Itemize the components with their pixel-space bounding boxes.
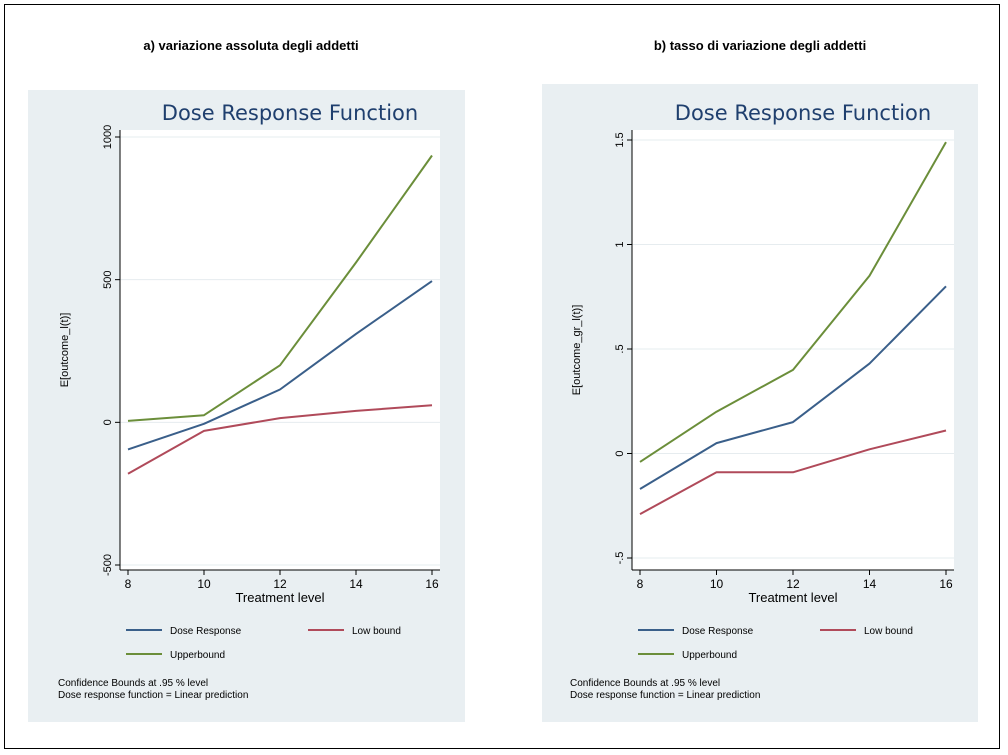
y-tick-label-b-4: 1.5	[614, 132, 626, 147]
y-tick-label-a-3: 1000	[102, 125, 114, 149]
chart-note-b-0: Confidence Bounds at .95 % level	[570, 678, 720, 689]
series-line-b-0	[639, 285, 947, 490]
chart-b-panel: -.5 0 .5 1 1.5 8 10 12 14 16 Treatment level E[outc…	[542, 84, 978, 722]
chart-b-svg: -.5 0 .5 1 1.5 8 10 12 14 16 Treatment level E[outc…	[570, 101, 954, 701]
y-tick-label-a-0: -500	[102, 554, 114, 576]
chart-a-panel: -500 0 500 1000 8 10 12 14 16 Treatment level E[ou…	[28, 90, 465, 722]
legend-label-a-0: Dose Response	[170, 626, 242, 637]
figure-frame	[4, 4, 1000, 749]
x-axis-title-b: Treatment level	[748, 590, 837, 605]
panel-b-heading: b) tasso di variazione degli addetti	[653, 38, 867, 53]
chart-note-b-1: Dose response function = Linear predicti…	[570, 690, 760, 701]
x-tick-label-b-1: 10	[710, 577, 724, 591]
x-tick-label-a-2: 12	[273, 577, 287, 591]
series-line-a-1	[127, 404, 433, 475]
x-tick-label-a-4: 16	[425, 577, 439, 591]
chart-title-b: Dose Response Function	[675, 101, 931, 125]
panel-a-heading: a) variazione assoluta degli addetti	[143, 38, 359, 53]
plot-region-b	[632, 130, 954, 570]
series-line-b-1	[639, 429, 947, 515]
chart-title-a: Dose Response Function	[162, 101, 418, 125]
y-axis-title-a: E[outcome_l(t)]	[59, 313, 71, 388]
y-tick-label-b-2: .5	[614, 344, 626, 353]
y-axis-title-b: E[outcome_gr_l(t)]	[571, 305, 583, 395]
x-tick-label-a-1: 10	[197, 577, 211, 591]
x-tick-label-a-0: 8	[125, 577, 132, 591]
series-line-a-0	[127, 280, 433, 451]
series-line-a-2	[127, 154, 433, 422]
y-tick-label-a-2: 500	[102, 270, 114, 288]
chart-a-svg: -500 0 500 1000 8 10 12 14 16 Treatment level E[ou…	[58, 101, 440, 701]
x-tick-label-a-3: 14	[349, 577, 363, 591]
x-axis-title-a: Treatment level	[235, 590, 324, 605]
y-tick-label-b-1: 0	[614, 450, 626, 456]
x-tick-label-b-2: 12	[786, 577, 800, 591]
x-tick-label-b-4: 16	[939, 577, 953, 591]
chart-note-a-1: Dose response function = Linear predicti…	[58, 690, 248, 701]
legend-label-b-2: Upperbound	[682, 650, 737, 661]
chart-note-a-0: Confidence Bounds at .95 % level	[58, 678, 208, 689]
y-tick-label-b-0: -.5	[614, 552, 626, 565]
y-tick-label-b-3: 1	[614, 241, 626, 247]
legend-label-a-1: Low bound	[352, 626, 401, 637]
legend-label-b-0: Dose Response	[682, 626, 754, 637]
plot-region-a	[120, 130, 440, 570]
legend-label-b-1: Low bound	[864, 626, 913, 637]
x-tick-label-b-0: 8	[637, 577, 644, 591]
y-tick-label-a-1: 0	[102, 419, 114, 425]
x-tick-label-b-3: 14	[863, 577, 877, 591]
series-line-b-2	[639, 141, 947, 463]
legend-label-a-2: Upperbound	[170, 650, 225, 661]
